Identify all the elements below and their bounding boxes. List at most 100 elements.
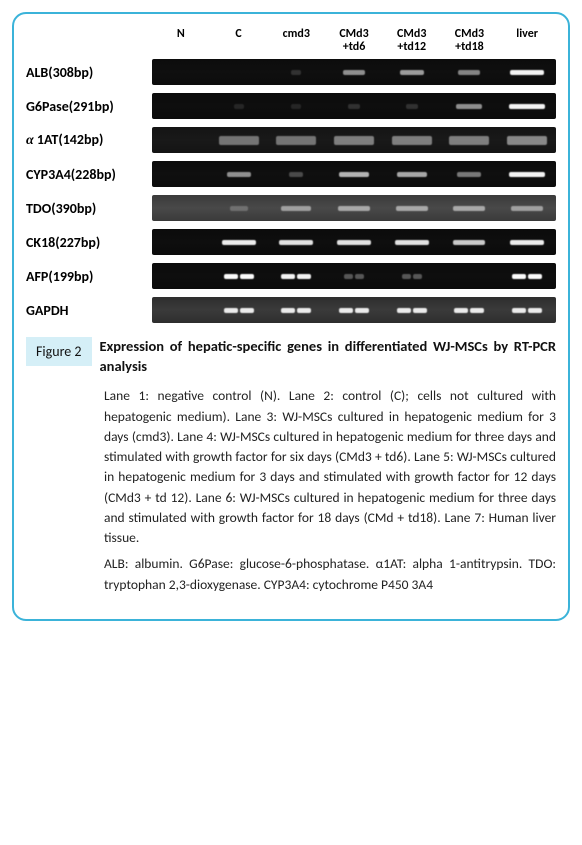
lane-headers: NCcmd3CMd3+td6CMd3+td12CMd3+td18liver	[26, 28, 556, 53]
caption-paragraph: Lane 1: negative control (N). Lane 2: co…	[104, 386, 556, 548]
lane-cell	[325, 195, 383, 221]
gene-row: CYP3A4(228bp)	[26, 161, 556, 187]
gel-band	[219, 136, 259, 145]
gel-strip	[152, 59, 556, 85]
gel-band	[406, 104, 418, 109]
gel-band	[402, 274, 422, 279]
lane-header: CMd3+td18	[441, 28, 499, 53]
gene-label: G6Pase(291bp)	[26, 98, 152, 115]
lane-cell	[383, 297, 441, 323]
gel-strip	[152, 229, 556, 255]
lane-cell	[152, 161, 210, 187]
lane-cell	[498, 161, 556, 187]
lane-cell	[498, 229, 556, 255]
gel-band	[397, 308, 427, 313]
caption-body: Lane 1: negative control (N). Lane 2: co…	[104, 386, 556, 595]
lane-cell	[498, 297, 556, 323]
gel-band	[400, 70, 424, 75]
gel-band	[510, 240, 544, 245]
figure-title: Expression of hepatic-specific genes in …	[100, 337, 556, 376]
lane-cell	[498, 263, 556, 289]
gel-band	[453, 206, 485, 211]
gel-band	[396, 206, 428, 211]
gel-band	[449, 136, 489, 145]
caption-block: Figure 2 Expression of hepatic-specific …	[26, 337, 556, 595]
gel-band	[224, 308, 254, 313]
lane-header: CMd3+td12	[383, 28, 441, 53]
lane-cell	[441, 93, 499, 119]
lane-cell	[498, 127, 556, 153]
lane-cell	[210, 195, 268, 221]
lane-cell	[383, 195, 441, 221]
gel-strip	[152, 127, 556, 153]
gene-label: ALB(308bp)	[26, 64, 152, 81]
lane-cell	[441, 195, 499, 221]
lane-cell	[267, 161, 325, 187]
gel-strip	[152, 297, 556, 323]
gene-row: AFP(199bp)	[26, 263, 556, 289]
figure-frame: NCcmd3CMd3+td6CMd3+td12CMd3+td18liver AL…	[12, 12, 570, 621]
gel-band	[456, 104, 482, 109]
lane-cell	[210, 127, 268, 153]
lane-cell	[383, 127, 441, 153]
gel-band	[397, 172, 427, 177]
lane-cell	[441, 127, 499, 153]
lane-cell	[152, 195, 210, 221]
lane-cell	[383, 161, 441, 187]
lane-cell	[210, 229, 268, 255]
gel-band	[222, 240, 256, 245]
gel-band	[343, 70, 365, 75]
gene-label: TDO(390bp)	[26, 200, 152, 217]
gel-band	[507, 136, 547, 145]
lane-cell	[325, 297, 383, 323]
gel-band	[457, 172, 481, 177]
lane-cell	[383, 263, 441, 289]
lane-cell	[152, 263, 210, 289]
lane-cell	[210, 59, 268, 85]
gene-label: α 1AT(142bp)	[26, 131, 152, 149]
gel-band	[509, 172, 545, 177]
lane-header-spacer	[26, 28, 152, 53]
gel-band	[339, 308, 369, 313]
gel-band	[279, 240, 313, 245]
gel-band	[348, 104, 360, 109]
gene-label: CK18(227bp)	[26, 234, 152, 251]
gel-band	[510, 70, 544, 75]
lane-cell	[267, 229, 325, 255]
gel-band	[458, 70, 480, 75]
lane-cell	[383, 93, 441, 119]
gel-band	[224, 274, 254, 279]
gel-strip	[152, 263, 556, 289]
gel-band	[291, 104, 301, 109]
gel-strip	[152, 161, 556, 187]
lane-cell	[325, 59, 383, 85]
lane-cell	[267, 93, 325, 119]
lane-cell	[498, 195, 556, 221]
gel-band	[281, 206, 311, 211]
lane-cell	[267, 127, 325, 153]
lane-cell	[152, 297, 210, 323]
gel-band	[230, 206, 248, 211]
gel-strip	[152, 93, 556, 119]
gel-band	[339, 172, 369, 177]
gene-label: AFP(199bp)	[26, 268, 152, 285]
gene-row: G6Pase(291bp)	[26, 93, 556, 119]
lane-cell	[152, 127, 210, 153]
lane-cell	[267, 297, 325, 323]
gene-row: GAPDH	[26, 297, 556, 323]
lane-header: C	[210, 28, 268, 53]
figure-badge: Figure 2	[26, 337, 92, 366]
gene-row: TDO(390bp)	[26, 195, 556, 221]
gel-band	[276, 136, 316, 145]
lane-cell	[325, 127, 383, 153]
gel-band	[289, 172, 303, 177]
lane-cell	[267, 59, 325, 85]
gel-band	[344, 274, 364, 279]
gel-strip	[152, 195, 556, 221]
gel-band	[392, 136, 432, 145]
lane-cell	[210, 93, 268, 119]
lane-cell	[498, 59, 556, 85]
gene-label: CYP3A4(228bp)	[26, 166, 152, 183]
gel-band	[281, 274, 311, 279]
lane-cell	[267, 263, 325, 289]
